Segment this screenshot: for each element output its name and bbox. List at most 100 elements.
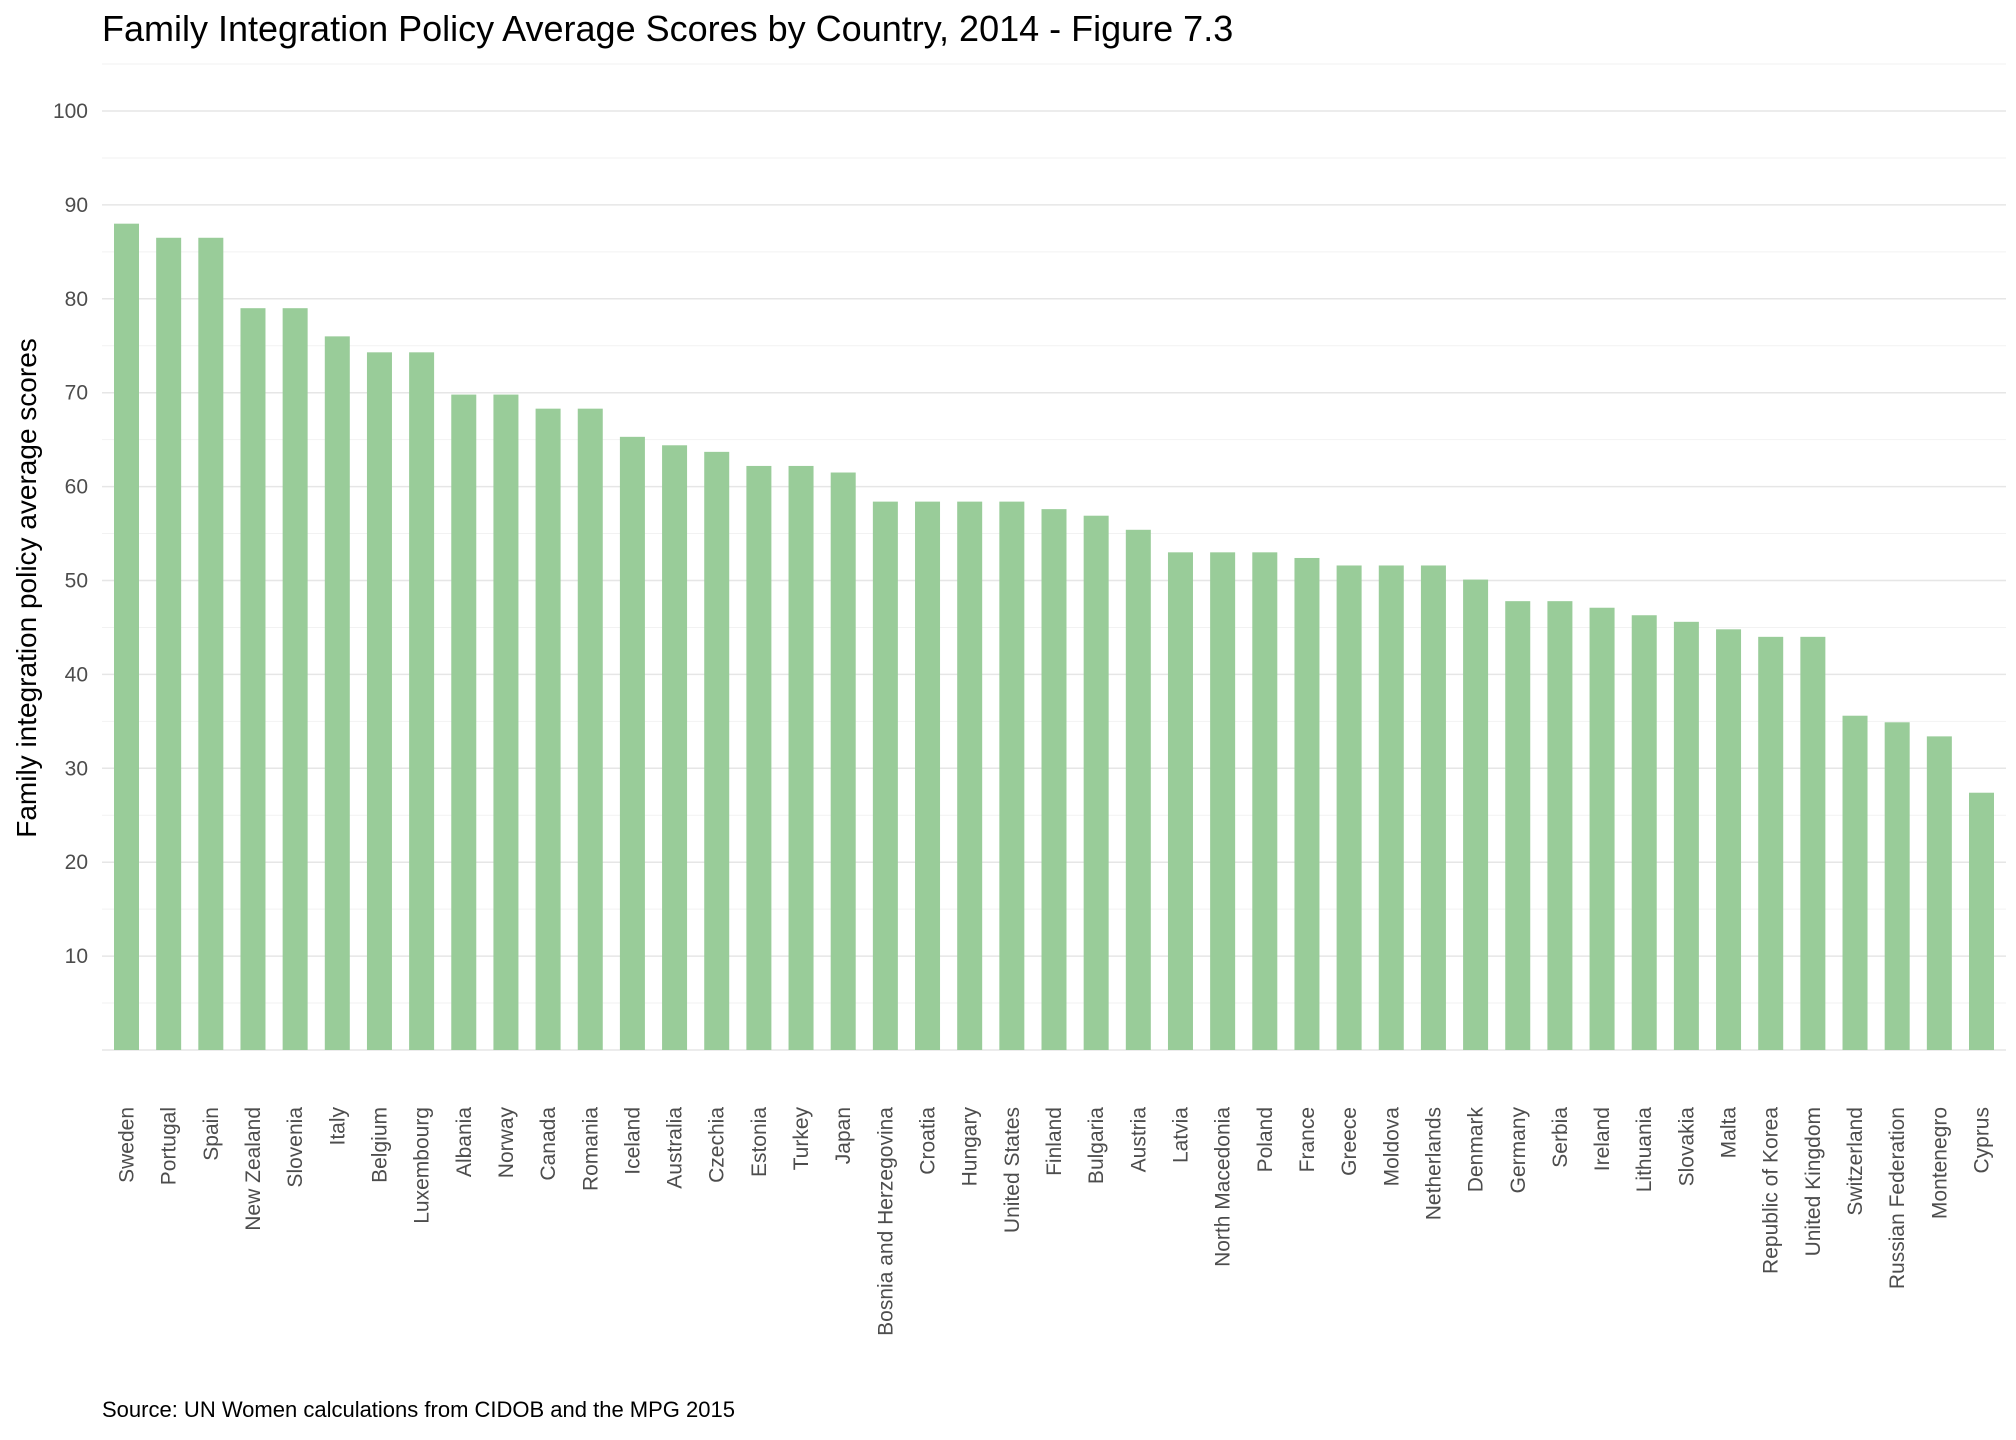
- x-tick-label: Moldova: [1380, 1107, 1403, 1187]
- bar: [1800, 636, 1826, 1050]
- x-tick-label: Malta: [1718, 1107, 1741, 1159]
- x-tick-label: Slovenia: [284, 1107, 307, 1188]
- x-tick-label: Lithuania: [1633, 1107, 1656, 1193]
- x-tick-label: Russian Federation: [1886, 1107, 1909, 1289]
- x-tick-label: Hungary: [959, 1107, 982, 1187]
- bar: [1083, 515, 1109, 1050]
- bar: [1842, 715, 1868, 1050]
- bar: [619, 436, 645, 1050]
- bar: [915, 501, 941, 1050]
- x-tick-label: Cyprus: [1971, 1107, 1994, 1174]
- bar: [746, 465, 772, 1050]
- x-tick-label: Canada: [537, 1107, 560, 1181]
- x-tick-label: Spain: [200, 1107, 223, 1161]
- x-tick-label: Romania: [579, 1107, 602, 1191]
- bar: [1969, 792, 1994, 1050]
- bar: [1252, 552, 1278, 1050]
- bar: [324, 336, 350, 1050]
- x-tick-label: Sweden: [116, 1107, 139, 1183]
- bar: [999, 501, 1025, 1050]
- bar: [1336, 565, 1362, 1050]
- bar: [366, 352, 392, 1050]
- y-tick-label: 30: [65, 757, 88, 780]
- bar: [535, 408, 561, 1051]
- x-tick-label: Slovakia: [1675, 1107, 1698, 1187]
- bar: [1631, 615, 1657, 1050]
- x-tick-label: Serbia: [1549, 1107, 1572, 1168]
- y-tick-label: 80: [65, 288, 88, 311]
- bar: [1463, 579, 1489, 1050]
- x-tick-label: Ireland: [1591, 1107, 1614, 1171]
- x-tick-label: Luxembourg: [411, 1107, 434, 1224]
- x-tick-label: Australia: [664, 1107, 687, 1189]
- x-tick-label: Poland: [1254, 1107, 1277, 1172]
- bar: [662, 445, 688, 1050]
- x-tick-label: Albania: [453, 1107, 476, 1177]
- x-tick-label: Iceland: [621, 1107, 644, 1175]
- y-tick-label: 90: [65, 194, 88, 217]
- bar: [1378, 565, 1404, 1050]
- bar: [1884, 722, 1910, 1050]
- bar: [872, 501, 898, 1050]
- bar: [1673, 621, 1699, 1050]
- x-tick-label: France: [1296, 1107, 1319, 1172]
- bar: [156, 237, 182, 1050]
- bar: [1716, 629, 1742, 1050]
- x-tick-label: Austria: [1127, 1107, 1150, 1173]
- bars: [114, 223, 1994, 1051]
- y-tick-label: 20: [65, 851, 88, 874]
- x-tick-label: Switzerland: [1844, 1107, 1867, 1216]
- y-axis-ticks: 10 20 30 40 50 60 70 80 90 100: [53, 100, 88, 968]
- x-tick-label: United Kingdom: [1802, 1107, 1825, 1256]
- bar: [1589, 607, 1615, 1050]
- bar: [409, 352, 435, 1050]
- bar: [114, 223, 139, 1050]
- bar: [1758, 636, 1784, 1050]
- y-axis-label: Family integration policy average scores: [11, 338, 42, 838]
- bar: [1167, 552, 1193, 1050]
- bar: [1210, 552, 1236, 1050]
- x-tick-label: New Zealand: [242, 1107, 265, 1231]
- x-tick-label: United States: [1001, 1107, 1024, 1233]
- bar: [1294, 557, 1320, 1050]
- x-tick-label: Croatia: [917, 1107, 940, 1175]
- bar: [198, 237, 224, 1050]
- y-tick-label: 50: [65, 570, 88, 593]
- y-tick-label: 10: [65, 945, 88, 968]
- bar: [1420, 565, 1446, 1050]
- bar: [788, 465, 814, 1050]
- bar: [1125, 529, 1151, 1050]
- chart-title: Family Integration Policy Average Scores…: [102, 8, 1234, 49]
- bar: [282, 308, 308, 1050]
- x-tick-label: Greece: [1338, 1107, 1361, 1176]
- x-axis-ticks: Sweden Portugal Spain New Zealand Slovenia It…: [116, 1107, 1994, 1336]
- y-tick-label: 60: [65, 476, 88, 499]
- bar: [577, 408, 603, 1051]
- y-tick-label: 40: [65, 663, 88, 686]
- x-tick-label: Bulgaria: [1085, 1107, 1108, 1184]
- bar: [830, 472, 856, 1050]
- x-tick-label: Republic of Korea: [1760, 1107, 1783, 1274]
- x-tick-label: Netherlands: [1422, 1107, 1445, 1220]
- y-tick-label: 100: [53, 100, 88, 123]
- x-tick-label: Montenegro: [1928, 1107, 1951, 1219]
- x-tick-label: Norway: [495, 1107, 518, 1179]
- bar: [493, 394, 519, 1050]
- x-tick-label: Italy: [326, 1107, 349, 1146]
- bar: [957, 501, 983, 1050]
- x-tick-label: North Macedonia: [1212, 1107, 1235, 1267]
- bar: [704, 451, 730, 1050]
- bar: [1505, 601, 1531, 1050]
- x-tick-label: Turkey: [790, 1107, 813, 1171]
- x-tick-label: Japan: [832, 1107, 855, 1164]
- x-tick-label: Czechia: [706, 1107, 729, 1183]
- x-tick-label: Estonia: [748, 1107, 771, 1177]
- bar: [1547, 601, 1573, 1050]
- bar: [1926, 736, 1952, 1050]
- x-tick-label: Germany: [1507, 1107, 1530, 1194]
- bar: [1041, 509, 1067, 1050]
- bar: [451, 394, 477, 1050]
- x-tick-label: Bosnia and Herzegovina: [874, 1107, 897, 1336]
- chart-caption: Source: UN Women calculations from CIDOB…: [102, 1397, 735, 1422]
